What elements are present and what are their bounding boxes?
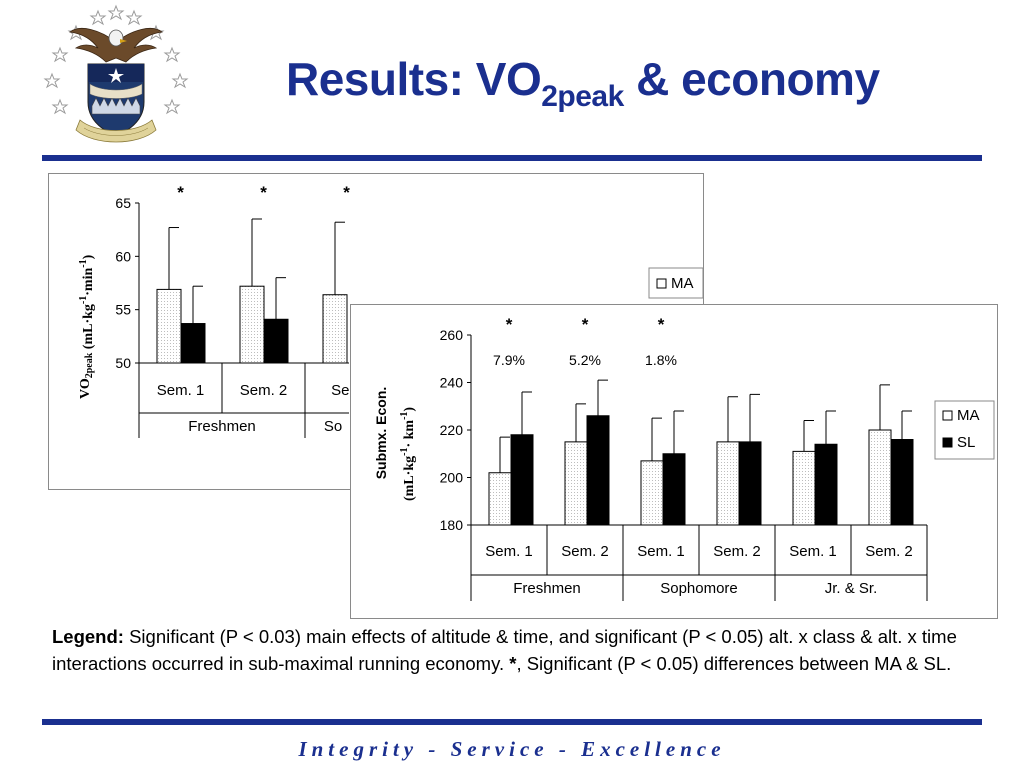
significance-star: * — [177, 183, 184, 202]
significance-star: * — [260, 183, 267, 202]
bar-sl — [510, 434, 534, 526]
bar-sl — [662, 453, 686, 526]
bar-sl — [263, 318, 289, 364]
bar-sl — [738, 441, 762, 526]
x-group-label: Freshmen — [188, 418, 256, 435]
x-group-label: Jr. & Sr. — [825, 580, 878, 597]
bar-ma — [488, 472, 512, 526]
bar-ma — [239, 285, 265, 364]
legend-label-ma: MA — [671, 275, 694, 292]
title-main: Results: VO — [286, 53, 542, 105]
x-category-label: Sem. 1 — [485, 543, 533, 560]
bar-sl — [586, 415, 610, 526]
x-group-label: Sophomore — [660, 580, 738, 597]
percent-annotation: 7.9% — [493, 352, 525, 368]
bar-ma — [322, 294, 348, 364]
y-tick-label: 180 — [440, 517, 464, 533]
y-tick-label: 240 — [440, 375, 464, 391]
x-category-label: Sem. 2 — [240, 382, 288, 399]
x-group-label: Freshmen — [513, 580, 581, 597]
economy-chart-svg: 180 200 220 240 260 * * * 7.9% 5.2% 1.8% Sem. 1 Sem.… — [373, 315, 995, 601]
x-category-label: Sem. 2 — [713, 543, 761, 560]
x-category-label: Sem. 1 — [157, 382, 205, 399]
significance-star: * — [506, 315, 513, 334]
economy-chart: 180 200 220 240 260 * * * 7.9% 5.2% 1.8% Sem. 1 Sem.… — [350, 304, 998, 619]
significance-star: * — [343, 183, 350, 202]
bar-sl — [180, 323, 206, 364]
bar-ma — [792, 450, 816, 526]
bar-sl — [890, 439, 914, 526]
x-category-label: Sem. 1 — [637, 543, 685, 560]
y-axis-label-line2: (mL·kg-1· km-1) — [399, 407, 417, 501]
y-tick-label: 60 — [115, 248, 131, 264]
bar-ma — [564, 441, 588, 526]
legend-body-1: Significant (P < 0.03) main effects of a… — [52, 626, 957, 674]
x-group-label: So — [324, 418, 342, 435]
significance-star: * — [582, 315, 589, 334]
y-tick-label: 65 — [115, 195, 131, 211]
title-tail: & economy — [623, 53, 880, 105]
legend-star: * — [509, 653, 517, 674]
percent-annotation: 1.8% — [645, 352, 677, 368]
legend-swatch-ma — [942, 410, 953, 421]
y-tick-label: 55 — [115, 302, 131, 318]
y-axis-label-line1: Submx. Econ. — [373, 387, 389, 480]
significance-star: * — [658, 315, 665, 334]
percent-annotation: 5.2% — [569, 352, 601, 368]
eagle-crest-icon — [43, 4, 189, 143]
slide-title: Results: VO2peak & economy — [286, 52, 880, 114]
legend-swatch-sl — [942, 437, 953, 448]
bar-ma — [640, 460, 664, 526]
legend-label-sl: SL — [957, 434, 975, 451]
legend-paragraph: Legend: Significant (P < 0.03) main effe… — [52, 623, 982, 677]
y-tick-label: 50 — [115, 355, 131, 371]
x-category-label: Sem. 2 — [561, 543, 609, 560]
x-category-label: Sem. 2 — [865, 543, 913, 560]
bottom-divider — [42, 719, 982, 725]
y-tick-label: 200 — [440, 470, 464, 486]
legend-label-ma: MA — [957, 407, 980, 424]
bar-ma — [716, 441, 740, 526]
y-tick-label: 260 — [440, 327, 464, 343]
footer-motto: Integrity - Service - Excellence — [298, 737, 726, 761]
y-axis-label: VO2peak (mL·kg-1·min-1) — [78, 254, 96, 399]
x-category-label: Sem. 1 — [789, 543, 837, 560]
legend-swatch-ma — [656, 278, 667, 289]
top-divider — [42, 155, 982, 161]
bar-sl — [814, 443, 838, 526]
bar-ma — [156, 288, 182, 364]
y-tick-label: 220 — [440, 422, 464, 438]
title-subscript: 2peak — [541, 80, 624, 113]
legend-label: Legend: — [52, 626, 124, 647]
bar-ma — [868, 429, 892, 526]
air-force-academy-logo — [40, 2, 192, 152]
legend-body-2: , Significant (P < 0.05) differences bet… — [516, 653, 952, 674]
